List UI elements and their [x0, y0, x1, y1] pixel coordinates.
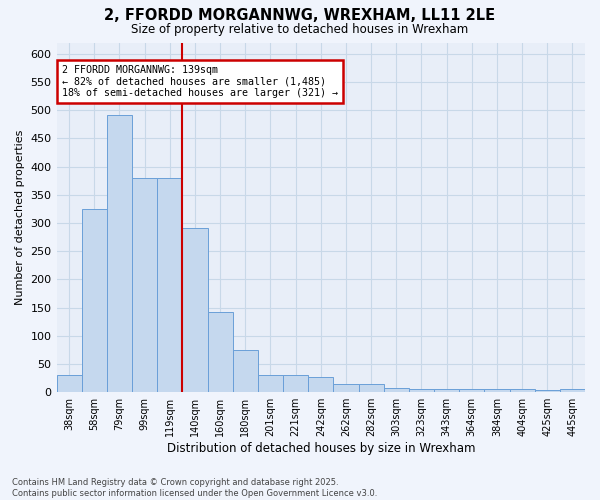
Text: 2, FFORDD MORGANNWG, WREXHAM, LL11 2LE: 2, FFORDD MORGANNWG, WREXHAM, LL11 2LE [104, 8, 496, 22]
Bar [208, 312, 233, 392]
Bar [459, 390, 484, 392]
Bar [560, 390, 585, 392]
Y-axis label: Number of detached properties: Number of detached properties [15, 130, 25, 305]
Text: Size of property relative to detached houses in Wrexham: Size of property relative to detached ho… [131, 22, 469, 36]
Bar [56, 376, 82, 392]
Bar [484, 390, 509, 392]
Bar [509, 390, 535, 392]
Bar [535, 390, 560, 392]
Bar [434, 390, 459, 392]
Text: Contains HM Land Registry data © Crown copyright and database right 2025.
Contai: Contains HM Land Registry data © Crown c… [12, 478, 377, 498]
Bar [132, 178, 157, 392]
Bar [334, 384, 359, 392]
Bar [258, 376, 283, 392]
Bar [308, 377, 334, 392]
X-axis label: Distribution of detached houses by size in Wrexham: Distribution of detached houses by size … [167, 442, 475, 455]
Bar [383, 388, 409, 392]
Bar [182, 228, 208, 392]
Bar [233, 350, 258, 392]
Bar [283, 376, 308, 392]
Bar [359, 384, 383, 392]
Bar [82, 209, 107, 392]
Text: 2 FFORDD MORGANNWG: 139sqm
← 82% of detached houses are smaller (1,485)
18% of s: 2 FFORDD MORGANNWG: 139sqm ← 82% of deta… [62, 65, 338, 98]
Bar [409, 390, 434, 392]
Bar [157, 178, 182, 392]
Bar [107, 114, 132, 392]
